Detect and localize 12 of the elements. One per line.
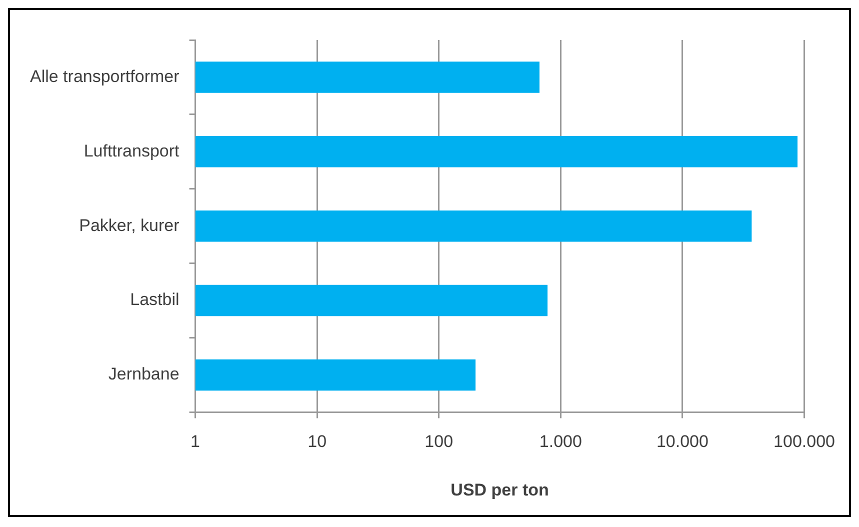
x-tick-label: 1.000 (539, 432, 582, 452)
x-tick-label: 1 (190, 432, 200, 452)
x-tick-label: 10.000 (656, 432, 708, 452)
y-tick-label: Pakker, kurer (79, 216, 180, 235)
x-axis-title: USD per ton (450, 480, 549, 500)
x-tick-label: 100.000 (774, 432, 835, 452)
y-tick-label: Jernbane (108, 364, 180, 384)
x-tick-label: 10 (308, 432, 327, 452)
y-tick-label: Lastbil (130, 290, 180, 310)
y-tick-label: Alle transportformer (30, 66, 180, 86)
x-tick-label: 100 (424, 432, 454, 452)
y-tick-label: Lufttransport (84, 141, 180, 160)
